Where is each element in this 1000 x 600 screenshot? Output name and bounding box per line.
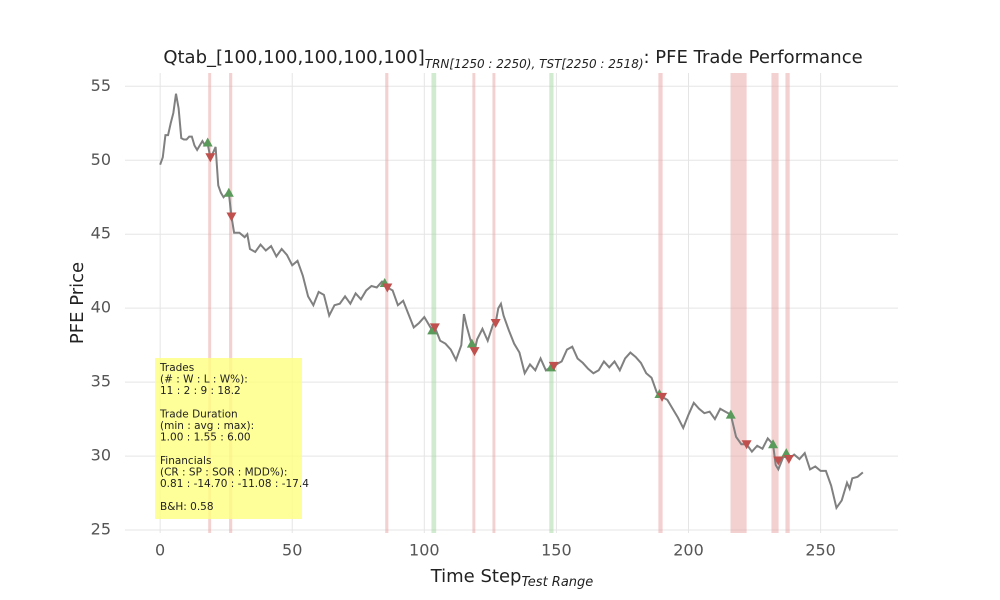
x-axis-label: Time StepTest Range [430,566,594,590]
buy-marker [466,338,477,348]
title-suffix: : PFE Trade Performance [644,47,863,68]
title-main: Qtab_[100,100,100,100,100] [163,47,424,68]
sell-marker [657,392,668,402]
y-tick-label: 40 [91,298,111,317]
buy-marker [768,439,779,449]
trade-span [785,73,790,533]
buy-marker [725,409,736,419]
x-tick-label: 200 [673,541,704,560]
x-tick-label: 100 [409,541,440,560]
trade-span [472,73,476,533]
x-tick-label: 0 [155,541,165,560]
buy-marker [781,448,792,458]
trade-span [658,73,663,533]
sell-marker [205,153,216,163]
trade-span [208,73,212,533]
x-tick-label: 250 [805,541,836,560]
stats-text: 0.81 : -14.70 : -11.08 : -17.4 [160,478,309,490]
stats-text: (CR : SP : SOR : MDD%): [160,466,287,478]
x-tick-label: 50 [282,541,302,560]
y-tick-label: 45 [91,224,111,243]
stats-box [155,358,302,519]
x-label-main: Time Step [430,566,522,587]
stats-text: Financials [160,455,211,467]
sell-marker [773,456,784,466]
y-tick-label: 55 [91,76,111,95]
y-axis-label: PFE Price [67,262,88,344]
y-tick-label: 50 [91,150,111,169]
trade-span [431,73,437,533]
buy-marker [202,137,213,147]
stats-text: Trades [159,362,194,374]
title-subscript: TRN[1250 : 2250), TST[2250 : 2518) [425,57,644,71]
stats-text: Trade Duration [159,408,238,420]
chart-title: Qtab_[100,100,100,100,100]TRN[1250 : 225… [163,47,862,71]
trade-span [549,73,554,533]
x-tick-label: 150 [541,541,572,560]
trade-span [492,73,496,533]
sell-marker [783,455,794,465]
sell-marker [490,318,501,328]
sell-marker [429,323,440,333]
y-tick-label: 30 [91,446,111,465]
sell-marker [469,347,480,357]
y-tick-label: 35 [91,372,111,391]
sell-marker [226,212,237,222]
sell-marker [741,440,752,450]
stats-text: B&H: 0.58 [160,501,214,513]
stats-text: (# : W : L : W%): [160,374,248,386]
stats-text: 1.00 : 1.55 : 6.00 [160,432,251,444]
trade-span [730,73,747,533]
trade-span [385,73,389,533]
trade-span [229,73,233,533]
stats-text: 11 : 2 : 9 : 18.2 [160,385,241,397]
trade-span [771,73,779,533]
buy-marker [223,187,234,197]
y-tick-label: 25 [91,520,111,539]
stats-text: (min : avg : max): [160,420,254,432]
sell-marker [382,283,393,293]
sell-marker [548,361,559,371]
x-label-subscript: Test Range [521,575,593,590]
